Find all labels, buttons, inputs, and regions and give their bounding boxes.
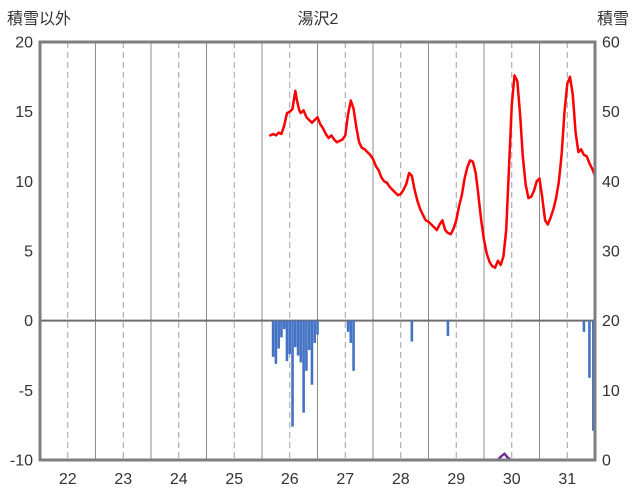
- svg-text:24: 24: [170, 471, 188, 488]
- svg-text:50: 50: [602, 104, 620, 121]
- svg-text:-5: -5: [19, 383, 33, 400]
- svg-text:29: 29: [447, 471, 465, 488]
- svg-text:5: 5: [24, 244, 33, 261]
- svg-text:20: 20: [602, 313, 620, 330]
- svg-text:25: 25: [225, 471, 243, 488]
- svg-text:0: 0: [602, 453, 611, 470]
- svg-text:28: 28: [392, 471, 410, 488]
- chart-title: 湯沢2: [297, 11, 339, 28]
- svg-text:30: 30: [503, 471, 521, 488]
- svg-text:0: 0: [24, 313, 33, 330]
- left-axis-title: 積雪以外: [7, 11, 72, 28]
- left-axis-tick-labels: 20 15 10 5 0 -5 -10: [10, 35, 33, 470]
- plot-border: [38, 40, 597, 462]
- svg-text:20: 20: [15, 35, 33, 52]
- right-axis-title: 積雪: [596, 11, 629, 28]
- svg-text:26: 26: [281, 471, 299, 488]
- svg-text:-10: -10: [10, 453, 33, 470]
- right-axis-tick-labels: 60 50 40 30 20 10 0: [602, 35, 620, 470]
- svg-text:27: 27: [336, 471, 354, 488]
- svg-text:10: 10: [15, 174, 33, 191]
- svg-text:15: 15: [15, 104, 33, 121]
- temperature-line: [269, 74, 597, 269]
- svg-text:23: 23: [114, 471, 132, 488]
- x-axis-tick-labels: 22 23 24 25 26 27 28 29 30 31: [59, 471, 576, 488]
- svg-text:60: 60: [602, 35, 620, 52]
- gridlines: [67, 42, 568, 460]
- precipitation-bars: [271, 320, 595, 431]
- svg-text:31: 31: [558, 471, 576, 488]
- svg-text:10: 10: [602, 383, 620, 400]
- svg-text:40: 40: [602, 174, 620, 191]
- svg-text:30: 30: [602, 244, 620, 261]
- svg-text:22: 22: [59, 471, 77, 488]
